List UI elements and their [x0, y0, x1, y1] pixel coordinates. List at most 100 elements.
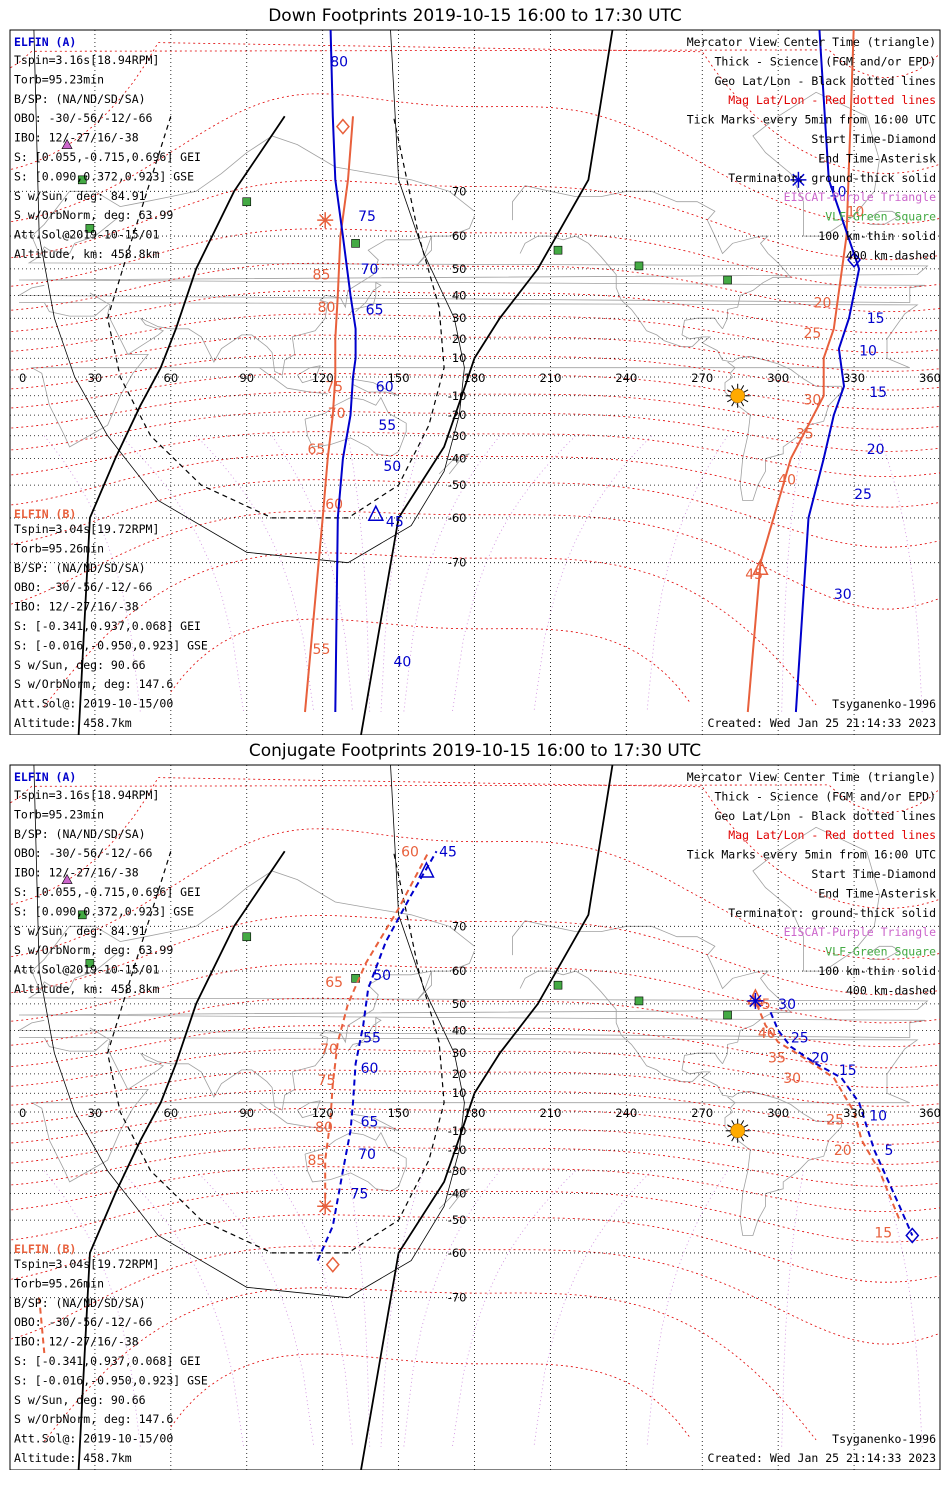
sat-a-info-line: OBO: -30/-56/-12/-66 [14, 846, 153, 860]
lat-tick-label: 30 [452, 311, 467, 325]
sat-b-info-line: S w/OrbNorm, deg: 147.6 [14, 677, 173, 691]
track_b-track-line[interactable] [324, 850, 430, 1199]
mag-lon-line [119, 1170, 244, 1448]
map-frame [9, 29, 941, 735]
track_a-track-line[interactable] [769, 1011, 914, 1236]
lat-tick-label: 10 [452, 351, 467, 365]
lon-tick-label: 0 [19, 1106, 26, 1120]
asterisk-stroke [749, 994, 762, 1008]
track_a-tick-label: 55 [378, 418, 396, 434]
track_b-track-line[interactable] [746, 18, 855, 713]
mag-lat-line [10, 777, 940, 909]
mag-lon-line [646, 435, 728, 713]
lon-tick-label: 150 [388, 371, 410, 385]
track_a-center-triangle-icon[interactable] [367, 504, 385, 521]
track_a-tick-label: 80 [330, 54, 348, 70]
track_a-track-line[interactable] [329, 18, 357, 713]
coastline [347, 282, 382, 317]
mag-lat-line [10, 1145, 940, 1187]
lat-tick-label: -60 [448, 511, 467, 525]
legend-entry: 400 km-dashed [846, 983, 936, 997]
lat-tick-label: -70 [448, 556, 467, 570]
sat-a-info-line: S w/OrbNorm, deg: 63.99 [14, 943, 173, 957]
coastline [866, 210, 901, 225]
lon-tick-label: 60 [164, 371, 179, 385]
track_b-tick-label: 70 [328, 406, 346, 422]
track_a-tick-label: 15 [839, 1063, 857, 1079]
track_b-track-line[interactable] [751, 994, 901, 1221]
coastline [17, 215, 929, 303]
down-footprints-map[interactable]: 85 80 75 70 65 60 55 45 40 35 30 25 20 10 80 75 70 65 60 55… [0, 0, 950, 735]
lon-tick-label: 330 [843, 371, 865, 385]
mag-lat-line [10, 42, 940, 174]
legend-entry: Mercator View Center Time (triangle) [687, 770, 936, 784]
coastline [438, 1188, 470, 1210]
sat-a-info-line: S w/Sun, deg: 84.91 [14, 189, 146, 203]
coastline [127, 950, 475, 1111]
sat-a-info-line: IBO: 12/-27/16/-38 [14, 866, 139, 880]
lat-tick-label: 10 [452, 1086, 467, 1100]
mag-lat-line [10, 49, 940, 78]
mag-lon-line [533, 435, 652, 713]
mag-lon-line [271, 1170, 353, 1448]
legend-entry: EISCAT-Purple Triangle [784, 190, 936, 204]
asterisk-stroke [319, 1200, 332, 1213]
coastline [17, 950, 929, 1038]
coastline [438, 453, 470, 475]
track_a-end-asterisk-icon[interactable] [790, 171, 807, 188]
sat-a-info-line: Altitude, km: 458.8km [14, 982, 159, 996]
sun-disc [730, 1123, 745, 1139]
sat-a-info-line: IBO: 12/-27/16/-38 [14, 131, 139, 145]
track_a-start-diamond-icon[interactable] [847, 251, 862, 269]
coastline [512, 185, 792, 329]
track_b-tick-label: 75 [318, 1073, 336, 1089]
mag-lat-line [10, 1069, 940, 1107]
eiscat-triangle-icon [61, 873, 73, 884]
track_a-center-triangle-icon[interactable] [418, 861, 435, 878]
vlf-square-icon [634, 261, 644, 271]
coastline [681, 317, 703, 340]
track_a-track-line[interactable] [316, 850, 438, 1262]
track_a-track-line[interactable] [794, 18, 861, 713]
legend-entry: Mag Lat/Lon - Red dotted lines [728, 828, 936, 842]
sat-a-info-line: Altitude, km: 458.8km [14, 247, 159, 261]
mag-lat-line [10, 1048, 940, 1088]
lon-tick-label: 300 [767, 1106, 789, 1120]
track_b-tick-label: 45 [745, 567, 763, 583]
sat-b-info-line: OBO: -30/-56/-12/-66 [14, 580, 153, 594]
track_b-end-asterisk-icon[interactable] [317, 212, 334, 229]
map-content: 8580757065604540353025201575706560555045… [10, 765, 940, 1470]
track_a-tick-label: 45 [386, 515, 404, 531]
track_a-start-diamond-icon[interactable] [905, 1227, 920, 1244]
map-frame [9, 764, 941, 1470]
lon-tick-label: 210 [539, 371, 561, 385]
sat-a-info-line: OBO: -30/-56/-12/-66 [14, 111, 153, 125]
lon-tick-label: 300 [767, 371, 789, 385]
track_a-tick-label: 10 [859, 344, 877, 360]
vlf-square-icon [77, 910, 87, 920]
model-label: Tsyganenko-1996 [832, 1432, 936, 1446]
mag-lat-line [10, 313, 940, 353]
mag-lat-line [10, 963, 940, 1024]
sat-b-info-line: Altitude: 458.7km [14, 716, 132, 730]
lon-tick-label: 0 [19, 371, 26, 385]
sat-b-info-line: Torb=95.26min [14, 541, 104, 555]
legend-entry: Mercator View Center Time (triangle) [687, 35, 936, 49]
legend-entry: 400 km-dashed [846, 248, 936, 262]
track_b-end-asterisk-icon[interactable] [317, 1198, 334, 1215]
coastline [259, 367, 328, 395]
track_b-center-triangle-icon[interactable] [752, 558, 769, 576]
lon-tick-label: 60 [164, 1106, 179, 1120]
track_b-start-diamond-icon[interactable] [335, 118, 350, 135]
mag-lon-line [195, 435, 315, 713]
track_a-tick-label: 60 [376, 379, 394, 395]
track_a-tick-label: 25 [791, 1031, 809, 1047]
track_a-end-asterisk-icon[interactable] [747, 992, 764, 1009]
track_a-tick-label: 20 [867, 442, 885, 458]
legend-entry: VLF-Green Square [825, 945, 936, 959]
conjugate-footprints-map[interactable]: 8580757065604540353025201575706560555045… [0, 735, 950, 1470]
mag-lon-line [195, 1170, 315, 1448]
track_b-start-diamond-icon[interactable] [325, 1256, 340, 1273]
track_b-track-line[interactable] [304, 116, 354, 713]
boundary-100km [33, 30, 465, 564]
